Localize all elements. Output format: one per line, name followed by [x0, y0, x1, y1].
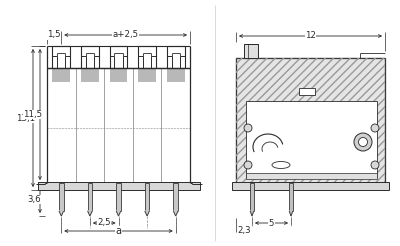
- Polygon shape: [88, 211, 92, 216]
- Text: 12: 12: [305, 31, 316, 41]
- Polygon shape: [88, 183, 92, 211]
- Polygon shape: [174, 183, 178, 211]
- Circle shape: [244, 161, 252, 169]
- Circle shape: [371, 161, 379, 169]
- Text: 5: 5: [269, 218, 274, 228]
- Text: 3,6: 3,6: [27, 195, 41, 204]
- Polygon shape: [289, 183, 293, 211]
- Polygon shape: [116, 183, 121, 211]
- Text: 2,3: 2,3: [237, 226, 251, 234]
- Polygon shape: [250, 211, 254, 216]
- Polygon shape: [167, 68, 184, 82]
- Polygon shape: [246, 173, 377, 179]
- Polygon shape: [110, 68, 127, 82]
- Polygon shape: [289, 211, 293, 216]
- Polygon shape: [244, 44, 258, 58]
- Polygon shape: [59, 183, 64, 211]
- Polygon shape: [145, 211, 149, 216]
- Polygon shape: [246, 101, 377, 177]
- Polygon shape: [47, 68, 190, 183]
- Polygon shape: [116, 211, 121, 216]
- Text: 1,5: 1,5: [47, 31, 61, 40]
- Ellipse shape: [272, 162, 290, 169]
- Circle shape: [354, 133, 372, 151]
- Circle shape: [358, 138, 368, 147]
- Polygon shape: [59, 211, 64, 216]
- Text: 13,1: 13,1: [16, 113, 36, 123]
- Polygon shape: [145, 183, 149, 211]
- Text: a: a: [116, 226, 122, 236]
- Polygon shape: [174, 211, 178, 216]
- Text: 11,5: 11,5: [24, 110, 42, 119]
- Polygon shape: [38, 182, 200, 190]
- Circle shape: [371, 124, 379, 132]
- Polygon shape: [236, 58, 385, 183]
- Polygon shape: [232, 182, 389, 190]
- Text: a+2,5: a+2,5: [112, 31, 139, 40]
- Text: 2,5: 2,5: [97, 218, 111, 228]
- Circle shape: [244, 124, 252, 132]
- Bar: [298, 88, 314, 95]
- Polygon shape: [138, 68, 156, 82]
- Polygon shape: [81, 68, 99, 82]
- Polygon shape: [52, 68, 70, 82]
- Polygon shape: [250, 183, 254, 211]
